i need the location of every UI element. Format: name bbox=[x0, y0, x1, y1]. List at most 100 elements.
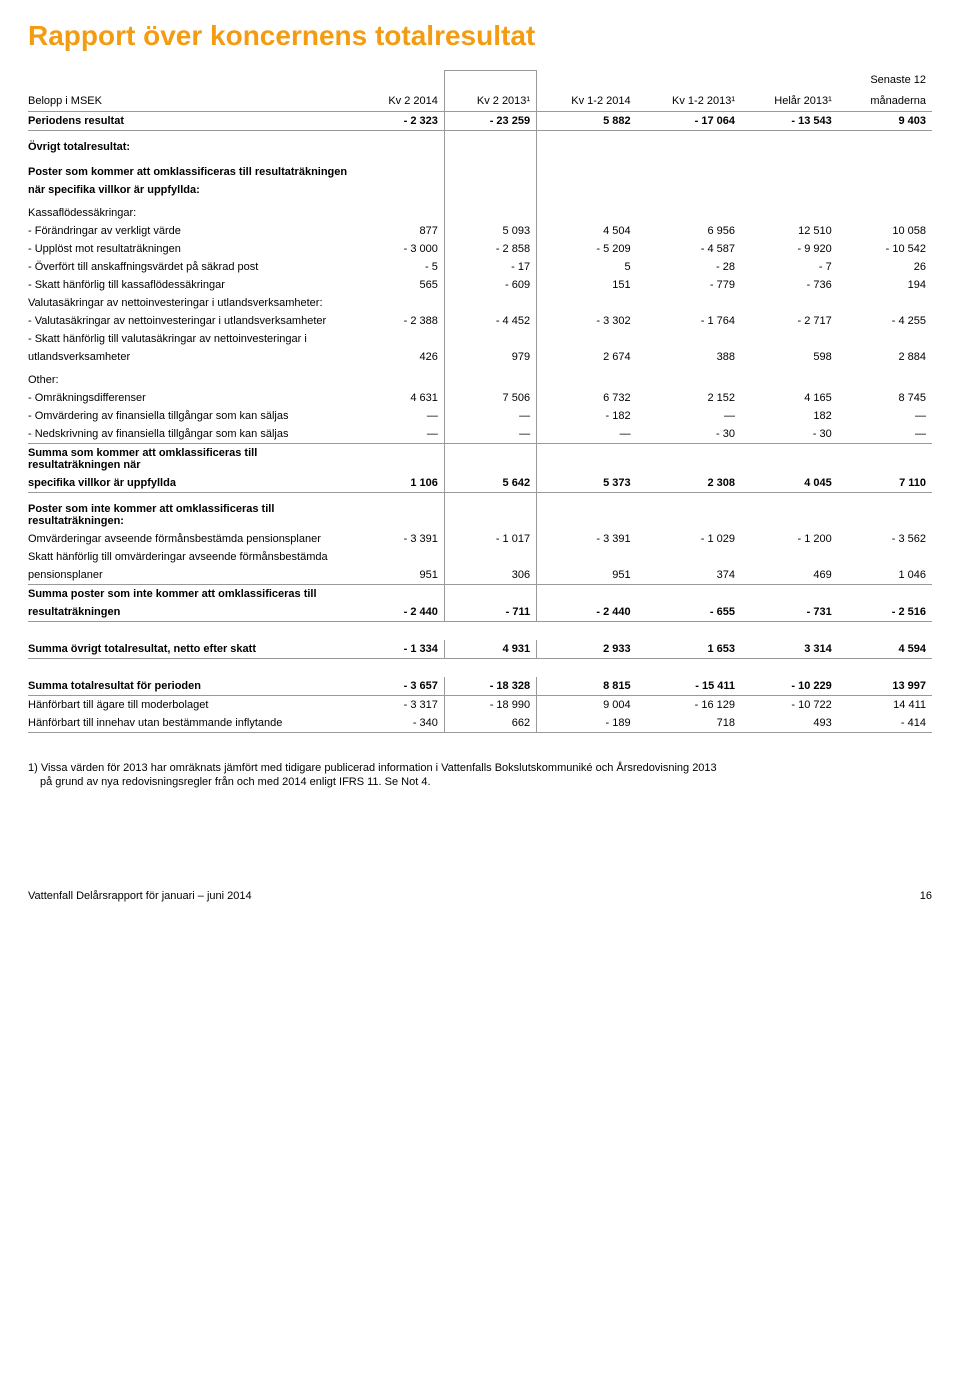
cell: 951 bbox=[358, 566, 444, 585]
col5: Helår 2013¹ bbox=[741, 89, 838, 112]
cell: - 30 bbox=[741, 425, 838, 444]
cell-label: - Skatt hänförlig till kassaflödessäkrin… bbox=[28, 276, 358, 294]
cell: 493 bbox=[741, 714, 838, 733]
cell: - 3 000 bbox=[358, 240, 444, 258]
cell: — bbox=[537, 425, 637, 444]
cell: 9 004 bbox=[537, 695, 637, 714]
cell: 2 308 bbox=[637, 474, 741, 493]
cell: 1 653 bbox=[637, 640, 741, 659]
cell: - 17 bbox=[444, 258, 536, 276]
ovrigt-header: Övrigt totalresultat: bbox=[28, 130, 932, 156]
cell: - 189 bbox=[537, 714, 637, 733]
cell: 5 882 bbox=[537, 111, 637, 130]
cell: - 3 391 bbox=[537, 530, 637, 548]
cell: 2 152 bbox=[637, 389, 741, 407]
cell-label: - Överfört till anskaffningsvärdet på sä… bbox=[28, 258, 358, 276]
col6-top: Senaste 12 bbox=[838, 71, 932, 89]
poster-inte-header: Poster som inte kommer att omklassificer… bbox=[28, 492, 932, 530]
poster-om-header-2: när specifika villkor är uppfyllda: bbox=[28, 181, 932, 199]
cell: - 4 452 bbox=[444, 312, 536, 330]
cell: - 1 017 bbox=[444, 530, 536, 548]
sum3-row: Summa övrigt totalresultat, netto efter … bbox=[28, 640, 932, 659]
cell: 26 bbox=[838, 258, 932, 276]
table-row: - Skatt hänförlig till valutasäkringar a… bbox=[28, 330, 932, 348]
cell: 1 106 bbox=[358, 474, 444, 493]
cell: 8 815 bbox=[537, 677, 637, 696]
cell: — bbox=[444, 425, 536, 444]
cell-label: Poster som kommer att omklassificeras ti… bbox=[28, 156, 358, 181]
cell: 4 631 bbox=[358, 389, 444, 407]
col2: Kv 2 2013¹ bbox=[444, 89, 536, 112]
cell: — bbox=[838, 425, 932, 444]
cell: - 3 657 bbox=[358, 677, 444, 696]
footer-left: Vattenfall Delårsrapport för januari – j… bbox=[28, 890, 252, 902]
table-row: - Omvärdering av finansiella tillgångar … bbox=[28, 407, 932, 425]
cell-label: - Nedskrivning av finansiella tillgångar… bbox=[28, 425, 358, 444]
cell-label: - Upplöst mot resultaträkningen bbox=[28, 240, 358, 258]
cell-label: Summa poster som inte kommer att omklass… bbox=[28, 584, 358, 603]
cell: 7 506 bbox=[444, 389, 536, 407]
cell: 4 594 bbox=[838, 640, 932, 659]
cell: 7 110 bbox=[838, 474, 932, 493]
col4: Kv 1-2 2013¹ bbox=[637, 89, 741, 112]
cell-label: Poster som inte kommer att omklassificer… bbox=[28, 492, 358, 530]
cell-label: Periodens resultat bbox=[28, 111, 358, 130]
cell: - 2 516 bbox=[838, 603, 932, 622]
cell: - 1 029 bbox=[637, 530, 741, 548]
cell: - 2 323 bbox=[358, 111, 444, 130]
cell: - 16 129 bbox=[637, 695, 741, 714]
cell: 662 bbox=[444, 714, 536, 733]
footnote-line1: 1) Vissa värden för 2013 har omräknats j… bbox=[28, 762, 717, 774]
cell: — bbox=[358, 425, 444, 444]
cell-label: när specifika villkor är uppfyllda: bbox=[28, 181, 358, 199]
table-row: Hänförbart till ägare till moderbolaget … bbox=[28, 695, 932, 714]
cell-label: specifika villkor är uppfyllda bbox=[28, 474, 358, 493]
cell: 6 956 bbox=[637, 222, 741, 240]
cell: — bbox=[358, 407, 444, 425]
table-row: - Nedskrivning av finansiella tillgångar… bbox=[28, 425, 932, 444]
cell: 12 510 bbox=[741, 222, 838, 240]
sum1-header: Summa som kommer att omklassificeras til… bbox=[28, 443, 932, 474]
cell: - 30 bbox=[637, 425, 741, 444]
spacer bbox=[28, 658, 932, 677]
cell: - 2 440 bbox=[537, 603, 637, 622]
cell: 5 bbox=[537, 258, 637, 276]
cell-label: Hänförbart till innehav utan bestämmande… bbox=[28, 714, 358, 733]
cell-label: pensionsplaner bbox=[28, 566, 358, 585]
cell-label: utlandsverksamheter bbox=[28, 348, 358, 366]
cell: - 3 562 bbox=[838, 530, 932, 548]
valuta-header: Valutasäkringar av nettoinvesteringar i … bbox=[28, 294, 932, 312]
table-row: - Skatt hänförlig till kassaflödessäkrin… bbox=[28, 276, 932, 294]
col-label: Belopp i MSEK bbox=[28, 89, 358, 112]
cell: 469 bbox=[741, 566, 838, 585]
periodens-resultat-row: Periodens resultat - 2 323 - 23 259 5 88… bbox=[28, 111, 932, 130]
cell: 1 046 bbox=[838, 566, 932, 585]
table-row: utlandsverksamheter 426 979 2 674 388 59… bbox=[28, 348, 932, 366]
cell: - 10 542 bbox=[838, 240, 932, 258]
sum2-row: resultaträkningen - 2 440 - 711 - 2 440 … bbox=[28, 603, 932, 622]
cell: - 5 209 bbox=[537, 240, 637, 258]
cell: 3 314 bbox=[741, 640, 838, 659]
cell: - 4 255 bbox=[838, 312, 932, 330]
cell: 4 504 bbox=[537, 222, 637, 240]
cell: 4 165 bbox=[741, 389, 838, 407]
table-row: pensionsplaner 951 306 951 374 469 1 046 bbox=[28, 566, 932, 585]
totalresultat-table: Senaste 12 Belopp i MSEK Kv 2 2014 Kv 2 … bbox=[28, 70, 932, 733]
cell-label: Omvärderingar avseende förmånsbestämda p… bbox=[28, 530, 358, 548]
cell: - 1 334 bbox=[358, 640, 444, 659]
cell-label: - Förändringar av verkligt värde bbox=[28, 222, 358, 240]
cell: - 15 411 bbox=[637, 677, 741, 696]
cell: 718 bbox=[637, 714, 741, 733]
cell: 151 bbox=[537, 276, 637, 294]
cell: - 655 bbox=[637, 603, 741, 622]
cell: - 10 722 bbox=[741, 695, 838, 714]
cell: - 1 764 bbox=[637, 312, 741, 330]
table-row: - Omräkningsdifferenser 4 631 7 506 6 73… bbox=[28, 389, 932, 407]
cell: 374 bbox=[637, 566, 741, 585]
cell: 6 732 bbox=[537, 389, 637, 407]
cell: — bbox=[637, 407, 741, 425]
cell: 565 bbox=[358, 276, 444, 294]
cell-label: Summa som kommer att omklassificeras til… bbox=[28, 443, 358, 474]
cell: 4 045 bbox=[741, 474, 838, 493]
table-row: - Valutasäkringar av nettoinvesteringar … bbox=[28, 312, 932, 330]
